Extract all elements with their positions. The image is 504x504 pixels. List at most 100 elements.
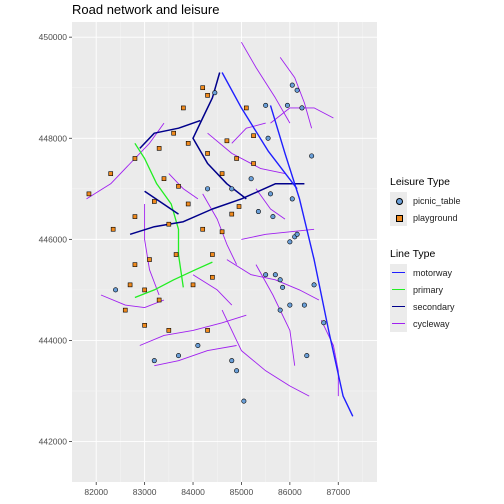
playground-point <box>181 105 186 111</box>
playground-point <box>205 151 210 156</box>
picnic-table-point <box>263 102 269 108</box>
playground-point <box>132 156 138 161</box>
y-tick-label: 442000 <box>39 437 68 447</box>
x-tick-label: 82000 <box>84 487 108 497</box>
legend-label-secondary: secondary <box>413 301 455 312</box>
x-tick-label: 86000 <box>278 487 302 497</box>
playground-point <box>176 183 181 189</box>
playground-point <box>234 156 239 161</box>
legend-item-cycleway: cycleway <box>390 315 455 332</box>
secondary-line <box>139 119 201 149</box>
picnic-table-point <box>289 196 295 202</box>
x-tick-label: 84000 <box>181 487 205 497</box>
legend-key-picnic-table <box>390 192 407 209</box>
cycleway-line <box>231 122 266 144</box>
playground-point <box>205 328 210 333</box>
picnic-table-point <box>280 284 286 290</box>
playground-point <box>132 214 138 219</box>
x-axis: 82000 83000 84000 85000 86000 87000 <box>84 482 350 497</box>
playground-point <box>108 171 114 176</box>
legend-leisure-title: Leisure Type <box>390 176 450 188</box>
playground-point <box>200 85 206 91</box>
playground-point <box>224 138 230 144</box>
legend-label-motorway: motorway <box>413 267 453 278</box>
x-tick-label: 87000 <box>326 487 350 497</box>
cycleway-line <box>241 228 315 240</box>
picnic-table-point <box>301 302 307 308</box>
picnic-table-point <box>176 353 182 359</box>
picnic-table-point <box>267 191 273 197</box>
grid-lines <box>72 22 377 482</box>
y-axis: 442000 444000 446000 448000 450000 <box>39 32 72 447</box>
playground-point <box>122 307 128 313</box>
y-tick-label: 444000 <box>39 335 68 345</box>
legend-label-playground: playground <box>413 212 458 223</box>
playground-point <box>166 328 172 333</box>
legend-label-cycleway: cycleway <box>413 318 450 329</box>
playground-point <box>229 211 235 217</box>
legend-item-motorway: motorway <box>390 264 455 281</box>
legend-item-playground: playground <box>390 209 461 226</box>
playground-point <box>185 141 191 146</box>
motorway-line <box>221 72 298 190</box>
legend-label-picnic-table: picnic_table <box>413 195 461 206</box>
legend-line-title: Line Type <box>390 248 436 260</box>
playground-point <box>219 229 225 235</box>
playground-point <box>86 191 92 197</box>
legend-item-picnic-table: picnic_table <box>390 192 461 209</box>
primary-line <box>134 261 213 299</box>
playground-point <box>156 146 162 151</box>
playground-point <box>132 262 138 267</box>
legend-key-primary <box>390 281 407 298</box>
plot-title: Road network and leisure <box>72 2 220 17</box>
playground-point <box>205 92 210 98</box>
playground-point <box>190 282 196 288</box>
cycleway-line <box>255 188 286 220</box>
y-tick-label: 450000 <box>39 32 68 42</box>
cycleway-line <box>100 294 165 309</box>
picnic-table-point <box>277 307 283 313</box>
picnic-table-point <box>263 272 269 278</box>
picnic-table-point <box>309 153 315 159</box>
cycleway-line <box>139 314 247 346</box>
picnic-table-point <box>304 353 310 359</box>
picnic-table-point <box>248 176 254 182</box>
picnic-table-point <box>113 287 119 293</box>
x-tick-label: 83000 <box>133 487 157 497</box>
picnic-table-point <box>234 368 240 374</box>
playground-point <box>127 282 133 288</box>
picnic-table-point <box>229 186 235 192</box>
playground-point <box>200 226 206 232</box>
motorway-line <box>269 105 354 417</box>
picnic-table-point <box>272 272 278 278</box>
cycleway-line <box>226 259 320 301</box>
cycleway-line <box>221 309 310 397</box>
y-tick-label: 448000 <box>39 133 68 143</box>
cycleway-line <box>207 132 286 175</box>
cycleway-line <box>255 264 296 366</box>
picnic-table-point <box>265 135 271 141</box>
secondary-line <box>144 190 179 215</box>
cycleway-line <box>144 204 160 296</box>
playground-point <box>156 297 162 303</box>
picnic-table-point <box>289 82 295 88</box>
picnic-table-point <box>229 358 235 364</box>
playground-point <box>210 274 215 280</box>
playground-point <box>166 221 172 227</box>
picnic-table-point <box>311 282 317 288</box>
playground-point <box>173 252 179 257</box>
legend-key-motorway <box>390 264 407 281</box>
plot-panel <box>72 22 377 482</box>
playground-point <box>251 133 256 139</box>
playground-point <box>110 226 116 232</box>
picnic-table-point <box>212 90 218 96</box>
picnic-table-point <box>255 209 261 215</box>
playground-point <box>251 161 256 166</box>
legend-item-primary: primary <box>390 281 455 298</box>
picnic-table-point <box>299 105 305 111</box>
cycleway-line <box>86 122 165 200</box>
picnic-table-point <box>294 87 300 93</box>
playground-point <box>210 252 215 257</box>
legend-leisure: Leisure Type picnic_table playground <box>390 176 461 226</box>
